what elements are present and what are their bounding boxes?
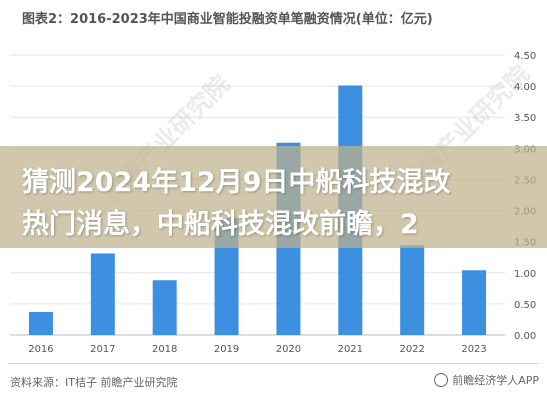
source-note: 资料来源：IT桔子 前瞻产业研究院: [10, 376, 178, 389]
y-tick-label: 4.00: [514, 82, 536, 93]
bar-2022: [400, 245, 425, 335]
headline-overlay: 猜测2024年12月9日中船科技混改 热门消息，中船科技混改前瞻，2: [0, 146, 547, 248]
y-tick-label: 0.00: [514, 331, 536, 342]
x-tick-label: 2021: [338, 344, 363, 355]
chart-title: 图表2：2016-2023年中国商业智能投融资单笔融资情况(单位：亿元): [22, 12, 433, 27]
x-tick-label: 2022: [399, 344, 424, 355]
headline-line-2: 热门消息，中船科技混改前瞻，2: [22, 209, 419, 240]
footer-divider: [8, 363, 539, 364]
x-tick-label: 2016: [28, 344, 53, 355]
y-tick-label: 3.50: [514, 113, 536, 124]
brand-link[interactable]: 前瞻经济学人APP: [434, 372, 539, 388]
headline-line-1: 猜测2024年12月9日中船科技混改: [22, 167, 451, 198]
y-tick-label: 4.50: [514, 51, 536, 62]
brand-circle-icon: [434, 373, 449, 387]
x-tick-label: 2023: [461, 344, 486, 355]
y-tick-label: 1.00: [514, 269, 536, 280]
brand-label: 前瞻经济学人APP: [452, 374, 539, 387]
bar-2017: [90, 253, 115, 335]
x-tick-label: 2020: [276, 344, 301, 355]
y-tick-label: 0.50: [514, 300, 536, 311]
x-tick-labels: 2016 2017 2018 2019 2020 2021 2022 2023: [28, 344, 487, 355]
bar-2023: [462, 270, 487, 335]
bar-2016: [28, 311, 53, 335]
bar-2018: [152, 280, 177, 335]
x-tick-label: 2018: [152, 344, 177, 355]
x-tick-label: 2019: [214, 344, 239, 355]
x-tick-label: 2017: [90, 344, 115, 355]
